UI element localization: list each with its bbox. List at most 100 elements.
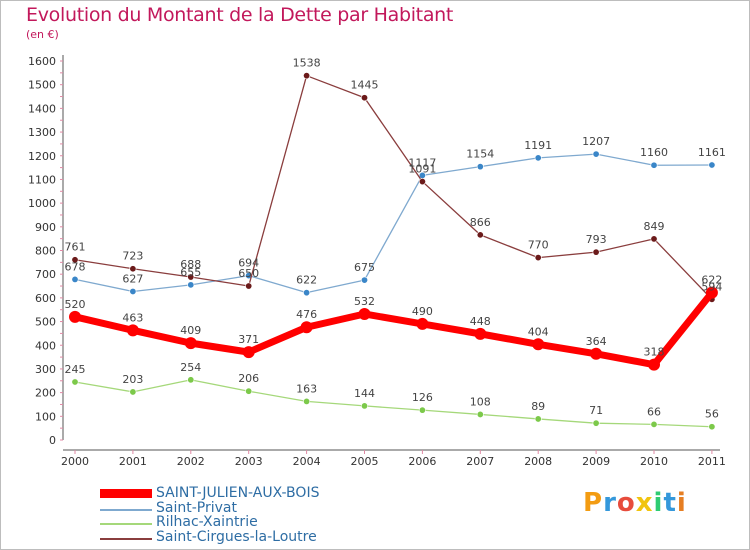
y-tick-label: 300 <box>35 363 56 376</box>
x-tick-label: 2006 <box>408 455 436 468</box>
data-point-2 <box>129 388 137 396</box>
data-label-3: 793 <box>586 233 607 246</box>
data-label-3: 1445 <box>351 79 379 92</box>
data-point-2 <box>245 387 253 395</box>
data-label-2: 254 <box>180 361 201 374</box>
y-tick-label: 1200 <box>28 150 56 163</box>
data-label-0: 318 <box>644 346 665 359</box>
y-tick-label: 1000 <box>28 197 56 210</box>
legend-label-series-3: Saint-Cirgues-la-Loutre <box>156 528 317 545</box>
data-point-0 <box>126 324 139 337</box>
y-tick-label: 1100 <box>28 173 56 186</box>
legend-label-series-2: Rilhac-Xaintrie <box>156 514 258 530</box>
x-tick-label: 2011 <box>698 455 726 468</box>
data-point-0 <box>532 338 545 351</box>
logo-letter: P <box>583 488 604 518</box>
data-point-1 <box>360 276 368 284</box>
y-tick-label: 700 <box>35 268 56 281</box>
data-point-3 <box>187 273 195 281</box>
data-point-2 <box>708 423 716 431</box>
data-point-3 <box>650 235 658 243</box>
data-label-2: 71 <box>589 404 603 417</box>
data-label-1: 1117 <box>408 156 436 169</box>
data-label-1: 655 <box>180 266 201 279</box>
x-tick-label: 2008 <box>524 455 552 468</box>
data-label-1: 678 <box>65 260 86 273</box>
chart-subtitle: (en €) <box>26 28 59 41</box>
y-tick-label: 400 <box>35 339 56 352</box>
data-label-0: 409 <box>180 324 201 337</box>
data-point-0 <box>590 347 603 360</box>
data-point-3 <box>303 72 311 80</box>
data-point-1 <box>708 161 716 169</box>
data-point-2 <box>71 378 79 386</box>
data-point-3 <box>534 254 542 262</box>
x-tick-label: 2001 <box>119 455 147 468</box>
y-tick-label: 500 <box>35 316 56 329</box>
y-tick-label: 0 <box>49 434 56 447</box>
y-tick-label: 800 <box>35 245 56 258</box>
data-label-0: 622 <box>701 274 722 287</box>
data-point-0 <box>69 310 81 323</box>
data-point-0 <box>705 286 718 299</box>
data-point-2 <box>592 419 600 427</box>
y-tick-label: 1400 <box>28 102 56 115</box>
data-point-3 <box>245 282 253 290</box>
data-label-2: 206 <box>238 372 259 385</box>
data-point-2 <box>418 406 426 414</box>
data-label-2: 89 <box>531 400 545 413</box>
x-tick-label: 2004 <box>293 455 321 468</box>
data-point-1 <box>534 154 542 162</box>
data-point-2 <box>650 420 658 428</box>
legend-swatch-series-0 <box>100 489 152 498</box>
data-point-3 <box>71 256 79 264</box>
y-tick-label: 200 <box>35 387 56 400</box>
legend-swatch-series-2 <box>100 523 152 525</box>
data-label-2: 66 <box>647 405 661 418</box>
data-point-2 <box>476 410 484 418</box>
data-point-2 <box>303 397 311 405</box>
data-label-0: 371 <box>238 333 259 346</box>
y-tick-label: 1300 <box>28 126 56 139</box>
data-point-1 <box>71 275 79 283</box>
data-point-3 <box>592 248 600 256</box>
data-point-3 <box>129 265 137 273</box>
data-point-0 <box>474 327 487 340</box>
data-label-3: 1538 <box>293 57 321 70</box>
data-label-2: 144 <box>354 387 375 400</box>
data-label-2: 245 <box>65 363 86 376</box>
data-point-3 <box>360 94 368 102</box>
chart-title: Evolution du Montant de la Dette par Hab… <box>26 4 454 26</box>
data-label-2: 108 <box>470 395 491 408</box>
logo-letter: t <box>663 488 677 518</box>
data-point-3 <box>418 178 426 186</box>
series-line-1 <box>74 153 712 294</box>
logo-letter: x <box>635 488 654 518</box>
data-point-1 <box>303 289 311 297</box>
data-label-3: 849 <box>644 220 665 233</box>
series-line-0 <box>74 290 715 369</box>
data-point-1 <box>187 281 195 289</box>
data-label-1: 1161 <box>698 146 726 159</box>
legend-swatch-series-3 <box>100 537 152 540</box>
data-label-3: 761 <box>65 241 86 254</box>
data-label-2: 203 <box>122 373 143 386</box>
y-tick-label: 900 <box>35 221 56 234</box>
x-tick-label: 2010 <box>640 455 668 468</box>
data-label-3: 770 <box>528 239 549 252</box>
data-point-2 <box>187 376 195 384</box>
data-point-1 <box>650 161 658 169</box>
data-label-0: 404 <box>528 325 549 338</box>
data-label-1: 694 <box>238 257 259 270</box>
data-label-1: 675 <box>354 261 375 274</box>
data-label-0: 490 <box>412 305 433 318</box>
data-label-3: 688 <box>180 258 201 271</box>
data-label-0: 476 <box>296 308 317 321</box>
y-tick-label: 600 <box>35 292 56 305</box>
data-point-2 <box>534 415 542 423</box>
proxiti-logo: Proxiti <box>583 488 687 518</box>
data-label-1: 1191 <box>524 139 552 152</box>
data-label-1: 627 <box>122 272 143 285</box>
x-tick-label: 2007 <box>466 455 494 468</box>
